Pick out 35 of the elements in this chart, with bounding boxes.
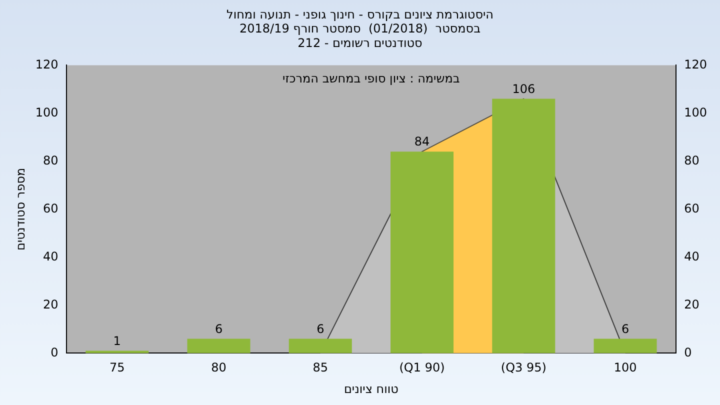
y2-tick-label: 60 — [684, 201, 700, 216]
x-tick-label: 75 — [109, 360, 125, 375]
annotation: במשימה : ציון סופי במחשב המרכזי — [282, 71, 460, 86]
y2-tick-label: 80 — [684, 153, 700, 168]
data-label: 106 — [512, 82, 536, 96]
y-tick-label: 80 — [43, 153, 58, 168]
text: סטודנטים רשומים - 212 — [298, 36, 422, 50]
x-tick-label: (Q1 90) — [399, 360, 445, 375]
x-tick-label: 100 — [614, 360, 637, 375]
x-tick-label: (Q3 95) — [500, 360, 546, 375]
bar — [594, 338, 657, 354]
x-tick-label: 80 — [211, 360, 226, 375]
y-tick-label: 0 — [50, 345, 58, 360]
bar — [288, 338, 352, 354]
data-label: 6 — [621, 322, 630, 336]
y2-tick-label: 100 — [684, 105, 707, 120]
x-tick-label: 85 — [312, 360, 328, 375]
y-tick-label: 60 — [43, 201, 58, 216]
data-label: 84 — [414, 134, 430, 149]
y2-tick-label: 20 — [684, 297, 700, 312]
y2-tick-label: 120 — [684, 57, 707, 72]
data-label: 1 — [113, 334, 121, 348]
bar — [187, 338, 250, 354]
text: היסטוגרמת ציונים בקורס - חינוך גופני - תנועה ומחול — [226, 7, 494, 22]
text: בסמסטר (01/2018) סמסטר חורף 2018/19 — [239, 22, 481, 36]
y-tick-label: 120 — [35, 57, 58, 72]
y-tick-label: 20 — [43, 297, 58, 312]
y-axis-title: מספר סטודנטים — [13, 168, 28, 251]
y2-tick-label: 40 — [684, 249, 700, 264]
data-label: 6 — [214, 322, 223, 336]
y2-tick-label: 0 — [684, 345, 692, 360]
x-axis-title: טווח ציונים — [344, 382, 399, 396]
y-tick-label: 100 — [35, 105, 58, 120]
data-label: 6 — [316, 322, 324, 336]
y-tick-label: 40 — [43, 249, 58, 264]
